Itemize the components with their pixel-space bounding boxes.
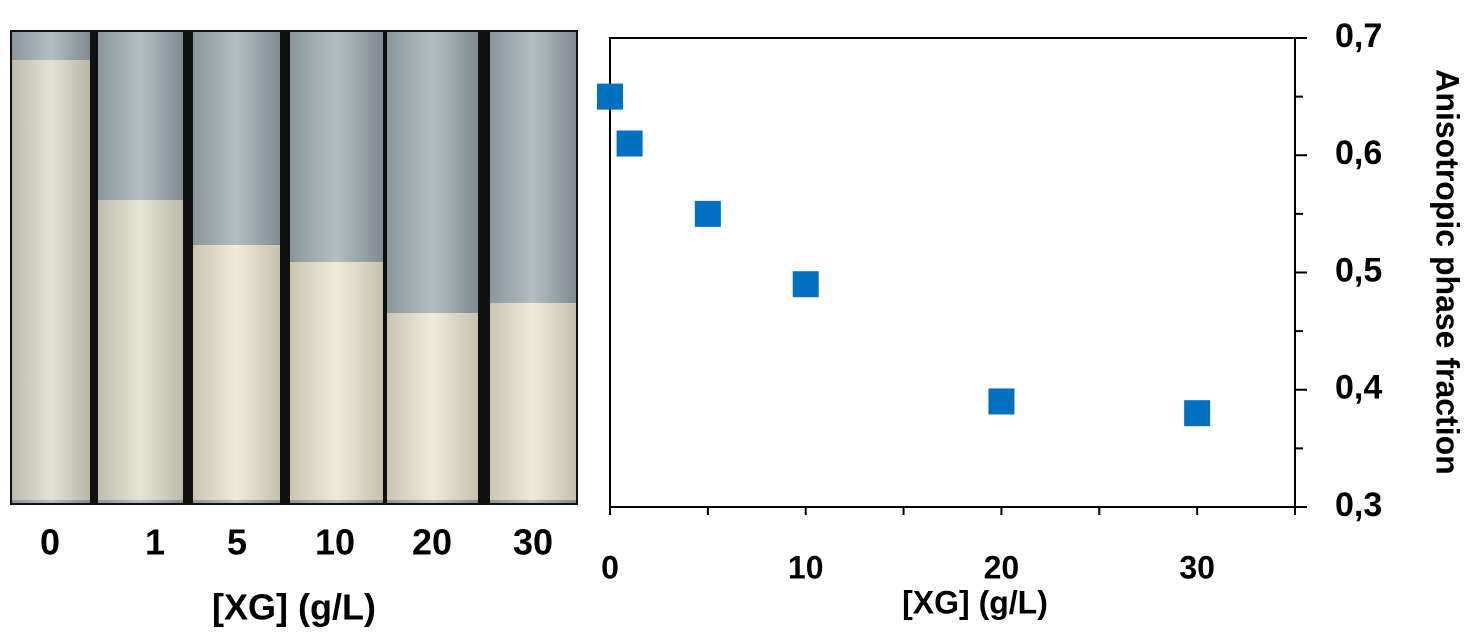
y-axis-label: Anisotropic phase fraction xyxy=(1430,69,1465,474)
y-tick-label: 0,6 xyxy=(1335,134,1382,172)
tube-phase xyxy=(12,60,90,500)
y-tick-label: 0,3 xyxy=(1335,486,1382,524)
photo-label: 5 xyxy=(227,522,247,563)
tube-phase xyxy=(290,262,383,500)
data-point xyxy=(616,130,643,157)
photo-label: 30 xyxy=(513,522,553,563)
y-tick-label: 0,7 xyxy=(1335,17,1382,55)
x-tick-label: 30 xyxy=(1179,549,1215,585)
photo-label: 1 xyxy=(145,522,165,563)
plot-frame xyxy=(609,37,1296,508)
photo xyxy=(10,30,578,505)
data-point xyxy=(597,83,623,110)
x-axis-label: [XG] (g/L) xyxy=(902,584,1048,620)
x-tick-label: 10 xyxy=(788,549,824,585)
x-tick-label: 0 xyxy=(601,549,619,585)
x-tick-label: 20 xyxy=(984,549,1020,585)
tube-phase xyxy=(490,303,576,500)
data-point xyxy=(694,200,721,227)
y-tick-label: 0,4 xyxy=(1335,369,1382,407)
data-point xyxy=(792,271,819,298)
photo-xlabel: [XG] (g/L) xyxy=(212,587,376,628)
photo-label: 10 xyxy=(315,522,355,563)
tube-phase xyxy=(387,313,478,500)
tube-phase xyxy=(193,245,280,500)
data-point xyxy=(1184,400,1211,427)
data-point xyxy=(988,388,1015,415)
photo-label: 0 xyxy=(40,522,60,563)
photo-label: 20 xyxy=(412,522,452,563)
y-tick-label: 0,5 xyxy=(1335,251,1382,289)
tube-phase xyxy=(98,200,183,500)
